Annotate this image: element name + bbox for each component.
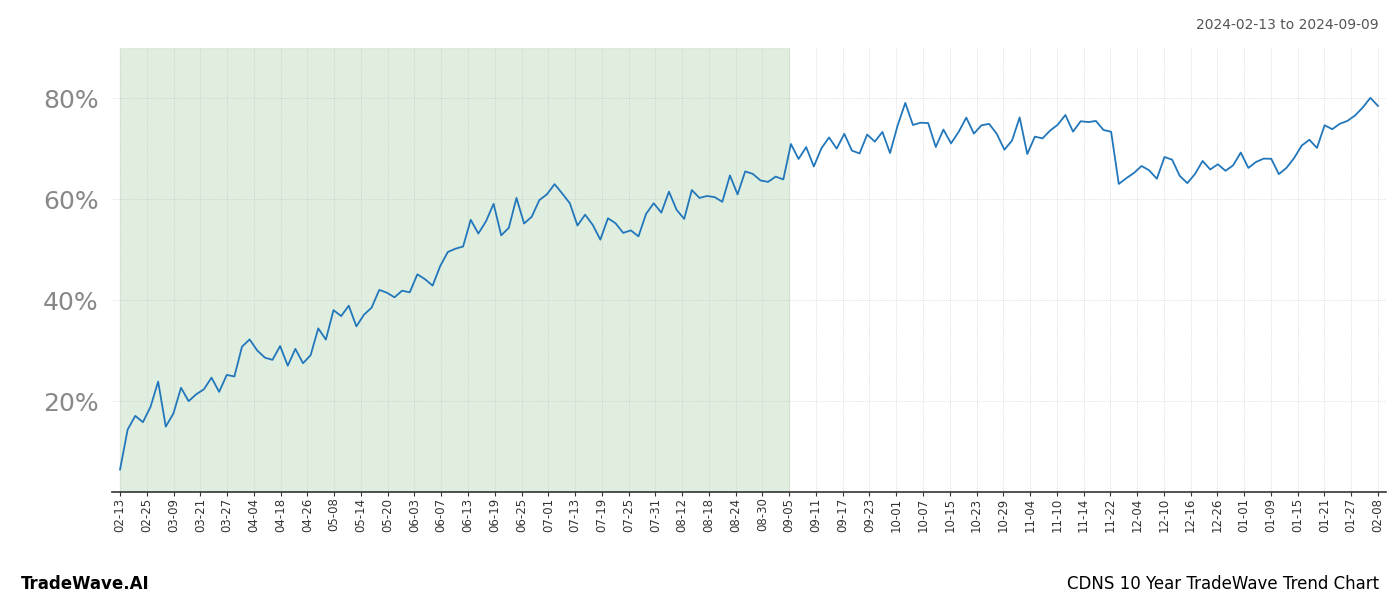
- Bar: [120, 48, 790, 492]
- Text: 2024-02-13 to 2024-09-09: 2024-02-13 to 2024-09-09: [1197, 18, 1379, 32]
- Text: TradeWave.AI: TradeWave.AI: [21, 575, 150, 593]
- Text: CDNS 10 Year TradeWave Trend Chart: CDNS 10 Year TradeWave Trend Chart: [1067, 575, 1379, 593]
